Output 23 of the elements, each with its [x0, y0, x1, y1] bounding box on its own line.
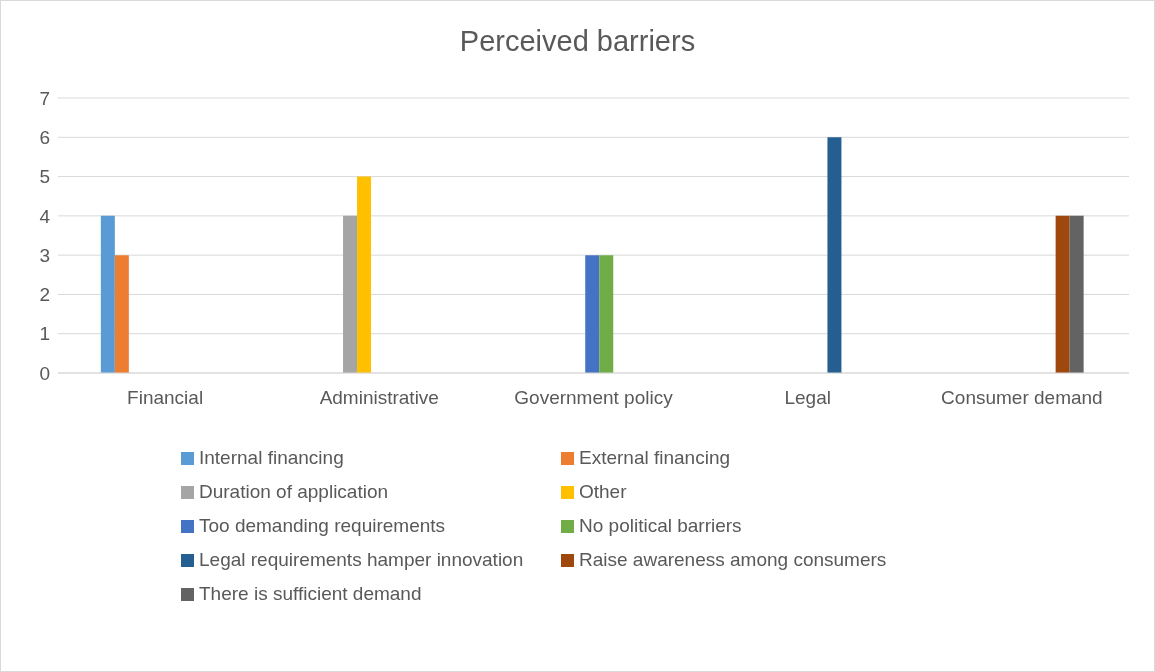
x-tick-label: Government policy [514, 387, 674, 409]
x-tick-label: Legal [784, 387, 831, 409]
x-tick-label: Financial [127, 387, 204, 409]
y-tick-label: 3 [39, 244, 50, 266]
legend-label: Duration of application [199, 481, 389, 503]
y-tick-label: 1 [39, 323, 50, 345]
legend-label: Legal requirements hamper innovation [199, 549, 524, 571]
chart-title: Perceived barriers [458, 25, 697, 58]
x-tick-label: Administrative [319, 387, 439, 409]
legend-label: External financing [579, 447, 731, 469]
y-tick-label: 2 [39, 284, 50, 306]
legend-label: There is sufficient demand [199, 583, 422, 605]
y-tick-label: 4 [39, 205, 51, 227]
legend-label: Raise awareness among consumers [579, 549, 887, 571]
legend-label: Other [579, 481, 627, 503]
y-tick-label: 6 [39, 127, 50, 149]
y-tick-label: 0 [39, 362, 50, 384]
legend-label: Too demanding requirements [199, 515, 446, 537]
y-tick-label: 7 [39, 87, 50, 109]
y-tick-label: 5 [39, 166, 50, 188]
legend-label: No political barriers [579, 515, 742, 537]
legend-label: Internal financing [199, 447, 344, 469]
x-tick-label: Consumer demand [941, 387, 1103, 409]
